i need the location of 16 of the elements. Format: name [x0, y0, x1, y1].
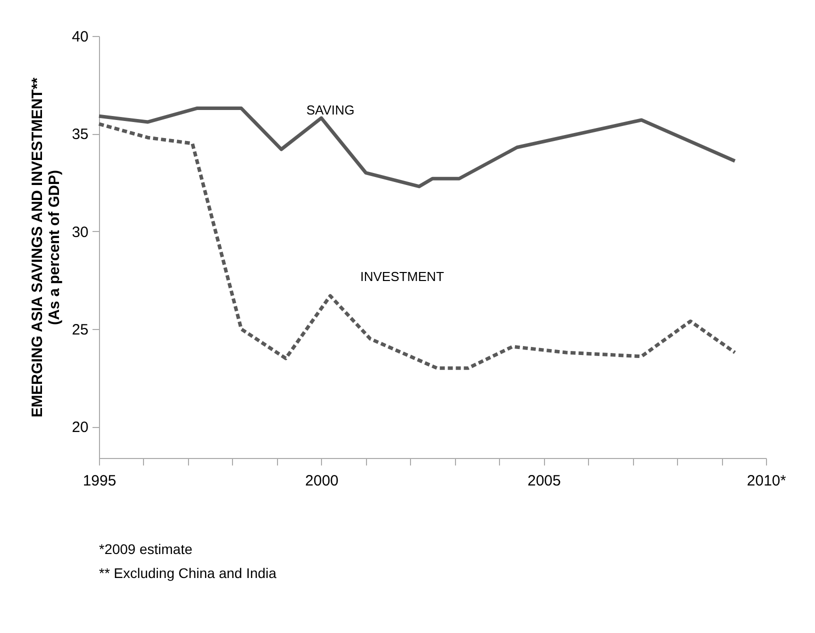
y-tick-label: 20 [72, 419, 88, 436]
y-axis-title: EMERGING ASIA SAVINGS AND INVESTMENT** (As a percent of GDP) [28, 77, 63, 418]
series-label: SAVING [306, 102, 354, 118]
y-tick-label: 25 [72, 322, 88, 339]
text: ** Excluding China and India [99, 565, 277, 581]
x-tick-label: 2005 [527, 472, 561, 490]
x-tick-label: 1995 [82, 472, 116, 490]
y-tick-label: 35 [72, 126, 88, 144]
text: INVESTMENT [360, 268, 444, 284]
x-tick-label: 2010* [746, 472, 786, 490]
y-tick-label: 40 [72, 28, 88, 46]
x-tick-label: 2000 [305, 472, 339, 490]
line-series [97, 106, 737, 188]
line-series [97, 122, 737, 370]
y-tick-label: 30 [72, 224, 88, 241]
text: *2009 estimate [99, 541, 193, 557]
